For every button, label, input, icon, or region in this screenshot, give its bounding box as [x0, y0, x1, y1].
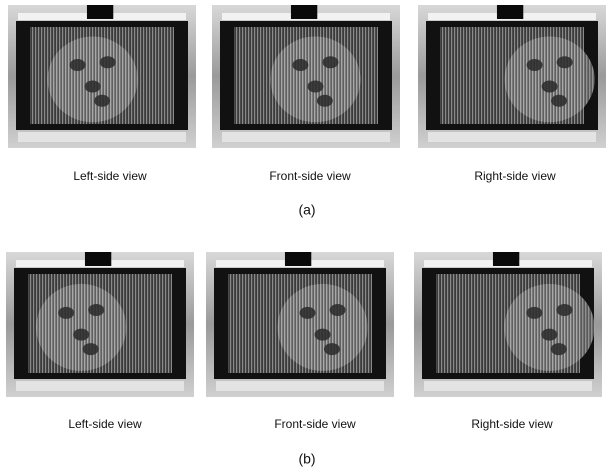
photo-bottombar	[424, 381, 592, 391]
photo-face	[277, 284, 367, 371]
photo-face	[504, 36, 594, 122]
photo-spot	[551, 95, 567, 107]
photo-spot	[88, 304, 104, 316]
figure: Left-side view Front-side view Right-side …	[0, 0, 613, 472]
photo-spot	[541, 329, 557, 341]
caption: (a)	[298, 202, 315, 218]
photo-face	[47, 36, 137, 122]
photo-spot	[322, 56, 338, 68]
view-label: Front-side view	[269, 169, 351, 183]
photo-tab	[493, 252, 519, 266]
caption: (b)	[298, 451, 315, 467]
photo-spot	[315, 329, 331, 341]
photo-spot	[300, 307, 316, 319]
photo-bottombar	[18, 132, 186, 142]
photo-spot	[307, 81, 323, 93]
view-label: Left-side view	[68, 417, 142, 431]
photo-spot	[70, 59, 86, 71]
photo-spot	[58, 307, 74, 319]
photo-spot	[556, 304, 572, 316]
photo-spot	[324, 343, 340, 355]
photo-face	[504, 284, 594, 371]
photo-spot	[551, 343, 567, 355]
photo-tab	[85, 252, 111, 266]
photo-spot	[100, 56, 116, 68]
photo-bottombar	[222, 132, 390, 142]
photo	[206, 252, 394, 397]
photo	[418, 5, 606, 148]
photo-spot	[94, 95, 110, 107]
view-label: Right-side view	[474, 169, 556, 183]
photo-tab	[285, 252, 311, 266]
photo-bottombar	[216, 381, 384, 391]
photo	[212, 5, 400, 148]
photo-tab	[291, 5, 317, 19]
view-label: Right-side view	[471, 417, 553, 431]
photo-spot	[292, 59, 308, 71]
photo-bottombar	[16, 381, 184, 391]
photo-spot	[330, 304, 346, 316]
photo-spot	[542, 81, 558, 93]
photo-spot	[526, 307, 542, 319]
photo-spot	[557, 56, 573, 68]
photo	[6, 252, 194, 397]
photo	[8, 5, 196, 148]
photo-face	[270, 36, 360, 122]
photo-spot	[83, 343, 99, 355]
photo-tab	[497, 5, 523, 19]
photo-face	[36, 284, 126, 371]
view-label: Left-side view	[73, 169, 147, 183]
view-label: Front-side view	[274, 417, 356, 431]
photo-spot	[527, 59, 543, 71]
photo	[414, 252, 602, 397]
photo-spot	[73, 329, 89, 341]
photo-spot	[317, 95, 333, 107]
photo-bottombar	[428, 132, 596, 142]
photo-spot	[85, 81, 101, 93]
photo-tab	[87, 5, 113, 19]
